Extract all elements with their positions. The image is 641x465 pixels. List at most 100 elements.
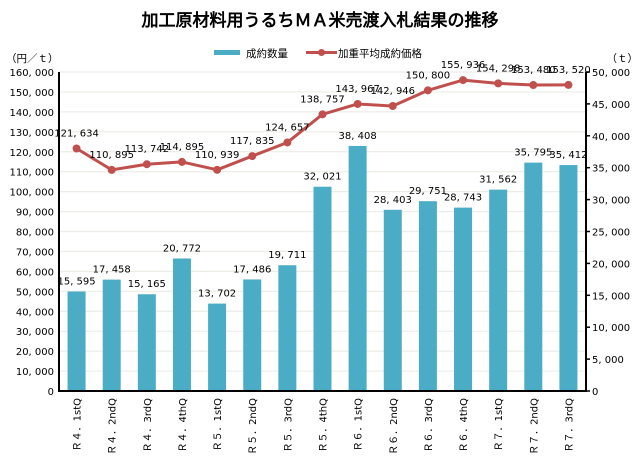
price-point <box>494 79 503 88</box>
bar-data-label: 15, 165 <box>128 279 166 290</box>
price-point <box>142 160 151 169</box>
left-axis-unit: （円／ｔ） <box>6 53 59 65</box>
bar <box>313 186 332 391</box>
price-point <box>529 80 538 89</box>
x-category-label: Ｒ６．3rdQ <box>424 398 435 453</box>
price-point <box>388 102 397 111</box>
legend-label-quantity: 成約数量 <box>246 47 288 60</box>
x-category-label: Ｒ７．1stQ <box>494 398 505 451</box>
bar <box>137 294 156 391</box>
bar-data-label: 20, 772 <box>163 243 201 254</box>
bar-data-label: 35, 795 <box>514 148 552 159</box>
line-data-label: 150, 800 <box>406 70 451 81</box>
left-tick-label: 10, 000 <box>16 367 54 378</box>
bar <box>418 201 437 391</box>
x-category-label: Ｒ５．3rdQ <box>283 398 294 453</box>
left-tick-label: 110, 000 <box>9 168 54 179</box>
left-tick-label: 60, 000 <box>16 267 54 278</box>
left-tick-label: 140, 000 <box>9 108 54 119</box>
x-category-label: Ｒ７．3rdQ <box>564 398 575 453</box>
bar <box>67 291 86 391</box>
x-category-label: Ｒ６．2ndQ <box>389 398 400 455</box>
left-tick-label: 0 <box>48 387 54 398</box>
price-point <box>423 86 432 95</box>
line-data-label: 114, 895 <box>160 142 205 153</box>
bar-data-label: 15, 595 <box>57 277 95 288</box>
left-tick-label: 100, 000 <box>9 188 54 199</box>
bar <box>243 279 262 391</box>
legend: 成約数量 加重平均成約価格 <box>214 47 422 60</box>
line-data-label: 142, 946 <box>371 86 416 97</box>
bar-series <box>67 145 578 391</box>
price-point <box>564 80 573 89</box>
left-tick-label: 40, 000 <box>16 307 54 318</box>
bar-data-label: 35, 412 <box>549 150 587 161</box>
line-data-label: 138, 757 <box>300 94 345 105</box>
left-tick-label: 120, 000 <box>9 148 54 159</box>
left-tick-label: 30, 000 <box>16 327 54 338</box>
right-tick-label: 25, 000 <box>592 228 630 239</box>
price-point <box>177 157 186 166</box>
left-tick-label: 50, 000 <box>16 287 54 298</box>
left-tick-label: 20, 000 <box>16 347 54 358</box>
x-category-label: Ｒ７．2ndQ <box>529 398 540 455</box>
price-point <box>72 144 81 153</box>
right-tick-label: 10, 000 <box>592 323 630 334</box>
bar <box>383 209 402 391</box>
x-category-label: Ｒ５．2ndQ <box>248 398 259 455</box>
right-tick-label: 35, 000 <box>592 164 630 175</box>
price-point <box>459 76 468 85</box>
x-category-label: Ｒ５．1stQ <box>213 398 224 451</box>
line-data-label: 143, 967 <box>335 84 380 95</box>
x-category-label: Ｒ４．3rdQ <box>143 398 154 453</box>
price-point <box>107 165 116 174</box>
line-data-label: 155, 936 <box>441 60 486 71</box>
legend-line-marker <box>318 49 325 56</box>
line-data-label: 113, 742 <box>125 144 170 155</box>
line-data-label: 110, 939 <box>195 150 240 161</box>
right-tick-label: 0 <box>592 387 598 398</box>
left-tick-label: 80, 000 <box>16 228 54 239</box>
bar <box>102 279 121 391</box>
bar <box>278 265 297 391</box>
line-data-label: 154, 298 <box>476 63 521 74</box>
bar-data-label: 17, 486 <box>233 264 271 275</box>
right-tick-label: 50, 000 <box>592 68 630 79</box>
line-data-label: 110, 895 <box>89 150 134 161</box>
price-point <box>248 152 257 161</box>
bar-data-label: 28, 403 <box>374 195 412 206</box>
bar-data-label: 32, 021 <box>303 172 341 183</box>
line-data-label: 153, 520 <box>546 65 591 76</box>
left-tick-label: 150, 000 <box>9 88 54 99</box>
x-category-label: Ｒ６．4thQ <box>459 398 470 453</box>
price-point <box>283 138 292 147</box>
left-tick-label: 160, 000 <box>9 68 54 79</box>
bar-data-label: 19, 711 <box>268 250 306 261</box>
price-point <box>353 99 362 108</box>
x-category-label: Ｒ４．4thQ <box>178 398 189 453</box>
legend-bar-swatch <box>214 50 240 55</box>
x-category-label: Ｒ４．1stQ <box>73 398 84 451</box>
chart-title: 加工原材料用うるちＭＡ米売渡入札結果の推移 <box>141 10 499 31</box>
left-tick-label: 70, 000 <box>16 247 54 258</box>
right-tick-label: 45, 000 <box>592 100 630 111</box>
right-tick-label: 5, 000 <box>592 355 624 366</box>
axes: 0 10, 000 20, 000 30, 000 40, 000 50, 000 60, … <box>9 68 630 398</box>
price-point <box>318 110 327 119</box>
right-tick-label: 15, 000 <box>592 291 630 302</box>
price-point <box>213 165 222 174</box>
right-axis-unit: （ｔ） <box>607 53 639 65</box>
right-tick-label: 30, 000 <box>592 196 630 207</box>
line-series <box>72 76 573 174</box>
bar-data-label: 31, 562 <box>479 175 517 186</box>
line-data-label: 153, 480 <box>511 65 556 76</box>
legend-label-price: 加重平均成約価格 <box>338 47 422 60</box>
bar-data-label: 28, 743 <box>444 193 482 204</box>
bar <box>454 207 473 391</box>
bar-data-label: 38, 408 <box>339 131 377 142</box>
x-category-label: Ｒ４．2ndQ <box>108 398 119 455</box>
bar <box>172 258 191 391</box>
x-axis-labels: Ｒ４．1stQ Ｒ４．2ndQ Ｒ４．3rdQ Ｒ４．4thQ Ｒ５．1stQ Ｒ５．2n… <box>73 398 576 455</box>
x-category-label: Ｒ６．1stQ <box>354 398 365 451</box>
